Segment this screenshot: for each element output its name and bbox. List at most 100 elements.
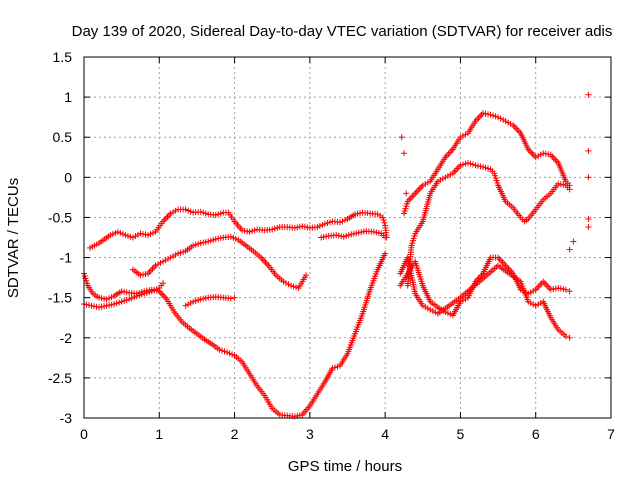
arc-rise-fall-point	[167, 254, 174, 261]
arc-right-mid-point	[434, 178, 441, 185]
arc-lower-left-point	[126, 296, 133, 303]
arc-mid-right-point	[358, 229, 365, 236]
arc-right-mid-point	[560, 181, 567, 188]
arc-right-mid-point	[555, 180, 562, 187]
arc-mid-right-point	[333, 232, 340, 239]
arc-right-mid-point	[464, 159, 471, 166]
arc-mid-right-point	[345, 232, 352, 239]
arc-upper-left-point	[294, 224, 301, 231]
isolated-points-point	[585, 224, 592, 231]
arc-right-drop-point	[429, 308, 436, 315]
arc-lower-left-point	[118, 298, 125, 305]
arc-short-mid-point	[192, 297, 199, 304]
arc-upper-left-point	[134, 231, 141, 238]
arc-v-shape-point	[106, 295, 113, 302]
arc-upper-left-point	[144, 232, 151, 239]
arc-right-drop-point	[562, 333, 569, 340]
arc-right-drop-point	[530, 301, 537, 308]
arc-right-low-point	[525, 290, 532, 297]
arc-rise-fall-point	[192, 241, 199, 248]
arc-upper-left-point	[137, 230, 144, 237]
arc-right-top-point	[502, 118, 509, 125]
arc-upper-left-point	[269, 226, 276, 233]
arc-rise-fall-point	[200, 239, 207, 246]
arc-rise-fall-point	[215, 235, 222, 242]
arc-rise-fall-point	[303, 272, 310, 279]
arc-right-mid-point	[557, 181, 564, 188]
arc-right-low-point	[555, 285, 562, 292]
arc-right-low-point	[550, 286, 557, 293]
arc-right-drop-point	[527, 300, 534, 307]
arc-right-drop-point	[525, 298, 532, 305]
x-tick-label: 0	[80, 426, 88, 442]
arc-lower-left-point	[133, 293, 140, 300]
arc-upper-left-point	[341, 217, 348, 224]
arc-rise-fall-point	[232, 235, 239, 242]
arc-upper-left-point	[119, 231, 126, 238]
arc-right-top-point	[505, 119, 512, 126]
arc-right-top-point	[462, 131, 469, 138]
isolated-points-point	[566, 246, 573, 253]
arc-mid-right-point	[323, 233, 330, 240]
arc-rise-fall-point	[227, 233, 234, 240]
arc-right-low-point	[547, 286, 554, 293]
arc-upper-left-point	[354, 210, 361, 217]
arc-rise-fall-point	[280, 278, 287, 285]
arc-upper-left-point	[167, 210, 174, 217]
arc-upper-left-point	[124, 232, 131, 239]
arc-right-mid-point	[485, 165, 492, 172]
arc-rise-fall-point	[177, 249, 184, 256]
arc-upper-left-point	[249, 228, 256, 235]
arc-lower-left-point	[151, 287, 158, 294]
arc-lower-left-point	[96, 304, 103, 311]
arc-v-shape-point	[382, 250, 389, 257]
arc-right-top-point	[487, 111, 494, 118]
arc-right-mid-point	[444, 172, 451, 179]
arc-upper-left-point	[239, 227, 246, 234]
arc-right-top-point	[532, 154, 539, 161]
arc-v-shape-point	[118, 288, 125, 295]
arc-upper-left-point	[139, 231, 146, 238]
arc-right-low-point	[530, 287, 537, 294]
arc-upper-left-point	[274, 224, 281, 231]
arc-rise-fall-point	[162, 257, 169, 264]
arc-right-top-point	[459, 132, 466, 139]
arc-lower-left-point	[88, 302, 95, 309]
arc-lower-left-point	[113, 300, 120, 307]
arc-lower-left-point	[83, 301, 90, 308]
arc-lower-left-point	[103, 302, 110, 309]
arc-mid-right-point	[350, 230, 357, 237]
arc-upper-left-point	[380, 217, 387, 224]
x-tick-label: 2	[231, 426, 239, 442]
arc-upper-left-point	[357, 210, 364, 217]
arc-upper-left-point	[304, 224, 311, 231]
arc-upper-left-point	[127, 233, 134, 240]
y-tick-label: 1.5	[53, 49, 73, 65]
arc-upper-left-point	[200, 209, 207, 216]
arc-v-shape-point	[224, 349, 231, 356]
arc-right-drop-point	[566, 334, 573, 341]
y-tick-label: -3	[60, 410, 73, 426]
arc-lower-left-point	[141, 290, 148, 297]
arc-short-mid-point	[185, 301, 192, 308]
arc-mid-right-point	[318, 234, 325, 241]
arc-v-shape-point	[334, 363, 341, 370]
arc-rise-fall-point	[165, 255, 172, 262]
arc-right-mid-point	[477, 163, 484, 170]
arc-upper-left-point	[326, 219, 333, 226]
arc-rise-fall-point	[155, 261, 162, 268]
arc-right-top-point	[485, 111, 492, 118]
arc-upper-left-point	[251, 227, 258, 234]
arc-v-shape-point	[101, 295, 108, 302]
arc-v-shape-point	[98, 295, 105, 302]
arc-rise-fall-point	[137, 272, 144, 279]
tick-labels: 0 1 2 3 4 5 6 7 -3 -2.5 -2 -1.5 -1 -0.5 0 0.5 1 1.5	[48, 49, 615, 442]
arc-v-shape-point	[219, 347, 226, 354]
arc-lower-left-point	[131, 294, 138, 301]
arc-rise-fall-point	[285, 281, 292, 288]
arc-rise-fall-point	[175, 250, 182, 257]
arc-rise-fall-point	[142, 271, 149, 278]
arc-right-top-point	[500, 116, 507, 123]
arc-upper-left-point	[129, 234, 136, 241]
